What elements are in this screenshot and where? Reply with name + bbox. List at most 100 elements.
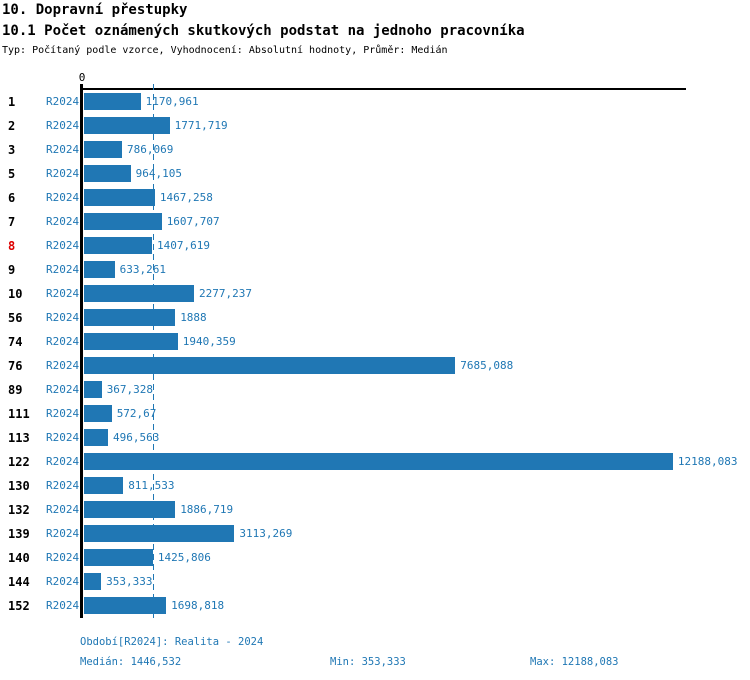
chart-row: 10 R2024 2277,237	[0, 282, 750, 306]
series-label: R2024	[46, 383, 80, 396]
chart-row: 74 R2024 1940,359	[0, 330, 750, 354]
chart-row: 8 R2024 1407,619	[0, 234, 750, 258]
value-label: 496,563	[113, 431, 160, 444]
bar	[84, 141, 122, 158]
chart-row: 140 R2024 1425,806	[0, 546, 750, 570]
chart-row: 89 R2024 367,328	[0, 378, 750, 402]
chart-row: 5 R2024 964,105	[0, 162, 750, 186]
value-label: 572,67	[116, 407, 157, 420]
median-marker-line	[153, 84, 154, 618]
category-label: 7	[8, 215, 16, 229]
series-label: R2024	[46, 119, 80, 132]
series-label: R2024	[46, 551, 80, 564]
series-label: R2024	[46, 407, 80, 420]
value-label: 1771,719	[174, 119, 228, 132]
category-label: 6	[8, 191, 16, 205]
category-label: 9	[8, 263, 16, 277]
value-label: 633,261	[119, 263, 166, 276]
category-label: 144	[8, 575, 30, 589]
series-label: R2024	[46, 527, 80, 540]
series-label: R2024	[46, 239, 80, 252]
series-label: R2024	[46, 503, 80, 516]
min-stat: Min: 353,333	[330, 656, 406, 668]
value-label: 367,328	[106, 383, 154, 396]
series-label: R2024	[46, 191, 80, 204]
bar	[84, 213, 162, 230]
series-label: R2024	[46, 455, 80, 468]
series-label: R2024	[46, 95, 80, 108]
category-label: 5	[8, 167, 16, 181]
report-section-title: 10. Dopravní přestupky	[2, 2, 188, 18]
value-label: 1888	[180, 311, 207, 324]
value-label: 1407,619	[157, 239, 210, 252]
bar	[84, 117, 170, 134]
series-label: R2024	[46, 215, 80, 228]
category-label: 132	[8, 503, 30, 517]
chart-title: 10.1 Počet oznámených skutkových podstat…	[2, 23, 525, 39]
bar	[84, 309, 176, 326]
bar	[84, 333, 178, 350]
value-label: 12188,083	[677, 455, 738, 468]
bar	[84, 429, 108, 446]
chart-row: 9 R2024 633,261	[0, 258, 750, 282]
chart-row: 111 R2024 572,67	[0, 402, 750, 426]
chart-row: 1 R2024 1170,961	[0, 90, 750, 114]
series-label: R2024	[46, 335, 80, 348]
category-label: 74	[8, 335, 23, 349]
category-label: 3	[8, 143, 16, 157]
value-label: 1886,719	[180, 503, 234, 516]
series-label: R2024	[46, 263, 80, 276]
bar	[84, 549, 153, 566]
bar	[84, 501, 176, 518]
bar	[84, 165, 131, 182]
chart-row: 130 R2024 811,533	[0, 474, 750, 498]
x-axis-line	[82, 88, 686, 90]
y-axis-line	[80, 84, 83, 618]
max-stat: Max: 12188,083	[530, 656, 619, 668]
category-label: 1	[8, 95, 16, 109]
bar	[84, 405, 112, 422]
chart-row: 6 R2024 1467,258	[0, 186, 750, 210]
chart-row: 122 R2024 12188,083	[0, 450, 750, 474]
value-label: 786,069	[127, 143, 174, 156]
series-label: R2024	[46, 311, 80, 324]
bar	[84, 597, 167, 614]
bar	[84, 477, 124, 494]
category-label: 2	[8, 119, 16, 133]
value-label: 1698,818	[171, 599, 225, 612]
median-stat: Medián: 1446,532	[80, 656, 182, 668]
series-label: R2024	[46, 599, 80, 612]
series-label: R2024	[46, 167, 80, 180]
category-label: 152	[8, 599, 30, 613]
category-label: 140	[8, 551, 30, 565]
value-label: 7685,088	[460, 359, 514, 372]
bar	[84, 93, 141, 110]
x-axis-origin-label: 0	[78, 71, 86, 84]
category-label: 111	[8, 407, 30, 421]
value-label: 3113,269	[239, 527, 293, 540]
category-label: 130	[8, 479, 30, 493]
chart-row: 76 R2024 7685,088	[0, 354, 750, 378]
value-label: 1425,806	[157, 551, 211, 564]
bar	[84, 261, 115, 278]
category-label: 10	[8, 287, 23, 301]
value-label: 964,105	[135, 167, 182, 180]
chart-row: 2 R2024 1771,719	[0, 114, 750, 138]
series-label: R2024	[46, 143, 80, 156]
bar	[84, 381, 102, 398]
category-label: 76	[8, 359, 23, 373]
value-label: 1467,258	[159, 191, 213, 204]
chart-row: 113 R2024 496,563	[0, 426, 750, 450]
category-label: 139	[8, 527, 30, 541]
chart-row: 7 R2024 1607,707	[0, 210, 750, 234]
series-label: R2024	[46, 287, 80, 300]
chart-row: 56 R2024 1888	[0, 306, 750, 330]
bar	[84, 189, 155, 206]
series-label: R2024	[46, 479, 80, 492]
category-label: 56	[8, 311, 23, 325]
chart-row: 152 R2024 1698,818	[0, 594, 750, 618]
series-label: R2024	[46, 359, 80, 372]
bar	[84, 453, 673, 470]
category-label: 89	[8, 383, 23, 397]
